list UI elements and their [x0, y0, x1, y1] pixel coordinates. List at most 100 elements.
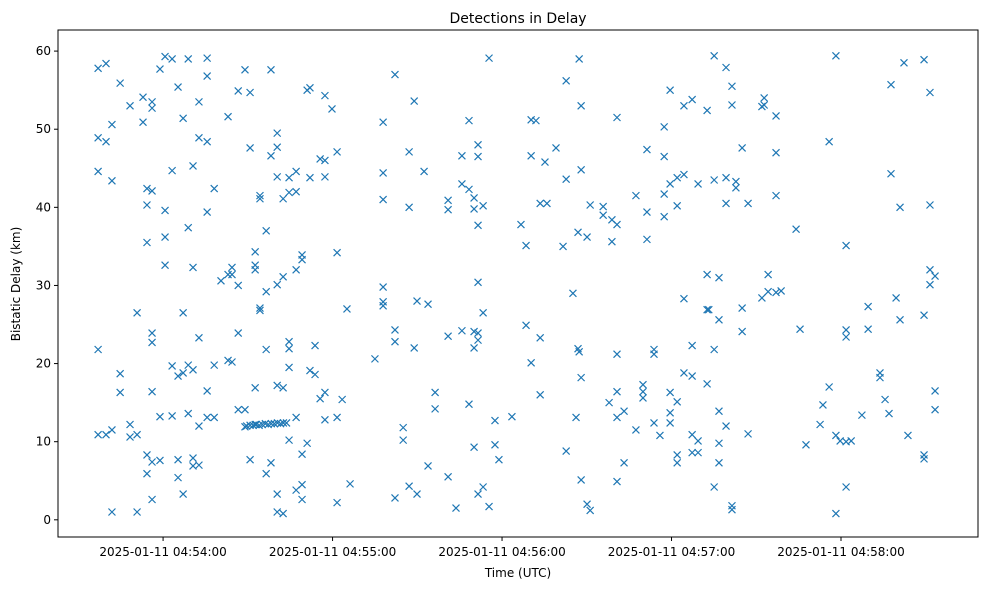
data-point [184, 223, 193, 232]
data-point [704, 305, 713, 314]
data-point [722, 173, 730, 182]
data-point [613, 413, 621, 422]
data-point [920, 55, 928, 64]
data-point [842, 333, 851, 341]
data-point [303, 439, 312, 448]
data-point [583, 500, 591, 509]
data-point [715, 407, 723, 416]
data-point [470, 344, 479, 352]
data-point [424, 300, 432, 309]
data-point [203, 137, 212, 146]
data-point [703, 305, 712, 314]
data-point [282, 419, 291, 427]
data-point [143, 451, 151, 459]
data-point [262, 226, 271, 235]
data-point [744, 199, 752, 208]
data-point [195, 422, 203, 430]
data-point [203, 54, 212, 63]
data-point [760, 101, 769, 109]
data-point [174, 455, 182, 464]
data-point [126, 433, 134, 441]
x-tick-label: 2025-01-11 04:57:00 [608, 545, 735, 559]
data-point [605, 398, 614, 407]
data-point [643, 235, 651, 244]
data-point [673, 451, 682, 459]
data-point [333, 498, 342, 507]
data-point [328, 104, 336, 113]
data-point [722, 63, 730, 72]
data-point [189, 263, 197, 272]
data-point [673, 173, 682, 182]
data-point [931, 272, 939, 281]
data-point [346, 479, 354, 488]
data-point [715, 315, 723, 324]
data-point [680, 369, 688, 377]
data-point [639, 387, 647, 396]
data-point [108, 508, 116, 516]
data-point [715, 439, 723, 448]
data-point [256, 191, 264, 200]
data-point [224, 112, 232, 121]
data-point [772, 148, 780, 157]
data-point [391, 494, 399, 502]
data-point [650, 419, 658, 427]
y-axis: 0 10 20 30 40 50 60 [36, 44, 58, 527]
data-point [179, 369, 188, 377]
data-point [273, 490, 282, 498]
data-point [825, 137, 834, 146]
x-tick-label: 2025-01-11 04:54:00 [99, 545, 226, 559]
data-point [184, 409, 193, 418]
data-point [298, 495, 306, 504]
data-point [881, 395, 889, 404]
data-point [926, 280, 934, 289]
data-point [94, 430, 103, 439]
data-point [391, 326, 399, 334]
data-point [680, 294, 688, 303]
data-point [764, 270, 773, 279]
data-point [660, 122, 669, 131]
data-point [148, 495, 156, 504]
data-point [842, 241, 851, 250]
data-point [174, 473, 182, 482]
y-tick-label: 10 [36, 435, 51, 449]
data-point [757, 294, 766, 302]
data-point [926, 201, 934, 209]
data-point [174, 372, 182, 380]
data-point [522, 321, 530, 330]
data-point [452, 504, 460, 513]
data-point [379, 301, 388, 310]
data-point [802, 440, 810, 449]
data-point [816, 420, 825, 429]
data-point [179, 114, 188, 123]
data-point [796, 325, 804, 334]
data-point [666, 419, 675, 427]
data-point [161, 52, 169, 61]
data-point [285, 436, 293, 445]
data-point [575, 347, 584, 356]
data-point [465, 400, 473, 409]
data-point [424, 461, 432, 470]
data-point [470, 443, 479, 452]
data-point [842, 326, 851, 334]
data-point [831, 51, 840, 60]
data-point [738, 144, 747, 152]
data-point [161, 206, 169, 215]
data-point [904, 431, 912, 440]
data-point [246, 144, 255, 152]
data-point [279, 509, 288, 518]
data-point [842, 483, 851, 491]
data-point [139, 118, 147, 127]
data-point [620, 458, 628, 467]
data-point [292, 187, 301, 196]
data-point [559, 242, 567, 251]
data-point [102, 430, 110, 439]
data-point [94, 345, 103, 354]
x-tick-label: 2025-01-11 04:55:00 [269, 545, 396, 559]
data-point [722, 422, 730, 430]
data-point [599, 211, 608, 220]
data-point [420, 167, 429, 176]
data-point [316, 154, 325, 163]
data-point [133, 308, 142, 317]
data-point [643, 208, 651, 216]
data-point [458, 326, 466, 335]
